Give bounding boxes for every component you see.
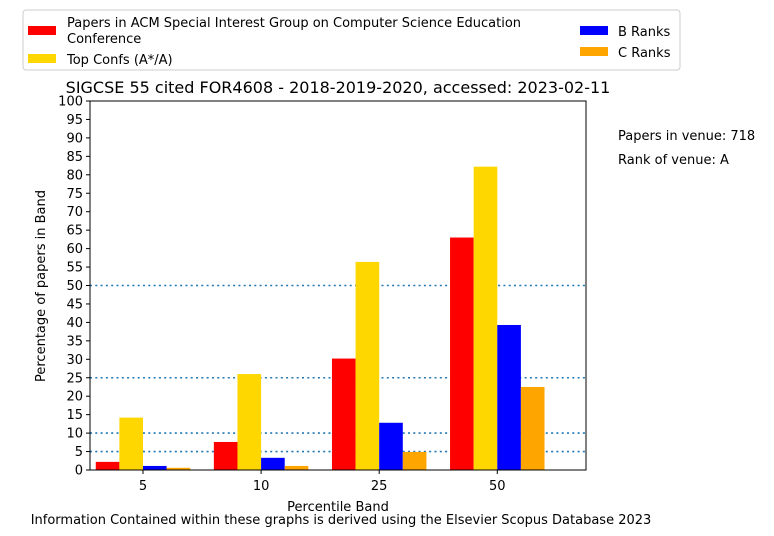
bars xyxy=(95,166,545,470)
bar-25-series-1 xyxy=(355,261,380,470)
y-tick-label-25: 25 xyxy=(66,371,83,386)
bar-10-series-1 xyxy=(237,374,262,470)
legend-frame xyxy=(22,9,681,71)
x-tick-label-50: 50 xyxy=(489,479,506,494)
legend-swatch-red xyxy=(28,26,56,35)
legend-label-top-confs: Top Confs (A*/A) xyxy=(66,53,173,68)
y-tick-label-55: 55 xyxy=(66,261,83,276)
footer-note: Information Contained within these graph… xyxy=(31,513,652,528)
y-tick-label-70: 70 xyxy=(66,205,83,220)
x-tick-label-25: 25 xyxy=(371,479,388,494)
y-tick-label-85: 85 xyxy=(66,150,83,165)
bar-50-series-2 xyxy=(497,324,521,470)
y-axis: 0 5 10 15 20 25 30 35 40 45 50 55 60 65 70 75 80 85 90 95 10… xyxy=(58,95,90,479)
bar-10-series-0 xyxy=(213,441,238,470)
legend-label-venue-line2: Conference xyxy=(67,32,141,47)
y-tick-label-35: 35 xyxy=(66,334,83,349)
y-tick-label-20: 20 xyxy=(66,390,83,405)
bar-10-series-2 xyxy=(261,457,285,470)
y-tick-label-60: 60 xyxy=(66,242,83,257)
annotation-papers-in-venue: Papers in venue: 718 xyxy=(618,129,755,144)
legend-swatch-blue xyxy=(580,26,608,35)
bar-5-series-1 xyxy=(119,417,143,470)
x-axis-label: Percentile Band xyxy=(287,500,389,515)
y-tick-label-80: 80 xyxy=(66,168,83,183)
legend: Papers in ACM Special Interest Group on … xyxy=(22,9,681,71)
bar-25-series-0 xyxy=(331,358,356,470)
legend-label-venue-line1: Papers in ACM Special Interest Group on … xyxy=(67,16,521,31)
y-tick-label-50: 50 xyxy=(66,279,83,294)
y-tick-label-75: 75 xyxy=(66,187,83,202)
bar-50-series-3 xyxy=(520,386,545,470)
bar-10-series-3 xyxy=(284,465,309,470)
annotation-rank-of-venue: Rank of venue: A xyxy=(618,153,729,168)
x-tick-label-10: 10 xyxy=(253,479,270,494)
bar-25-series-2 xyxy=(379,422,403,470)
x-axis: 5 10 25 50 xyxy=(139,470,506,494)
y-tick-label-10: 10 xyxy=(66,427,83,442)
legend-label-b-ranks: B Ranks xyxy=(618,25,671,40)
y-tick-label-0: 0 xyxy=(75,464,83,479)
bar-50-series-1 xyxy=(473,166,498,470)
y-tick-label-15: 15 xyxy=(66,408,83,423)
legend-label-c-ranks: C Ranks xyxy=(618,46,671,61)
chart-title: SIGCSE 55 cited FOR4608 - 2018-2019-2020… xyxy=(66,78,611,97)
y-tick-label-30: 30 xyxy=(66,353,83,368)
legend-swatch-orange xyxy=(580,47,608,56)
bar-5-series-2 xyxy=(143,465,167,470)
y-tick-label-65: 65 xyxy=(66,224,83,239)
y-tick-label-5: 5 xyxy=(75,445,83,460)
legend-swatch-gold xyxy=(28,54,56,63)
bar-5-series-0 xyxy=(95,461,120,470)
y-tick-label-90: 90 xyxy=(66,131,83,146)
y-tick-label-45: 45 xyxy=(66,297,83,312)
y-tick-label-95: 95 xyxy=(66,113,83,128)
y-axis-label: Percentage of papers in Band xyxy=(34,190,49,382)
y-tick-label-40: 40 xyxy=(66,316,83,331)
y-tick-label-100: 100 xyxy=(58,95,83,110)
bar-25-series-3 xyxy=(402,451,427,470)
bar-50-series-0 xyxy=(450,237,474,470)
x-tick-label-5: 5 xyxy=(139,479,147,494)
bar-5-series-3 xyxy=(166,467,191,470)
